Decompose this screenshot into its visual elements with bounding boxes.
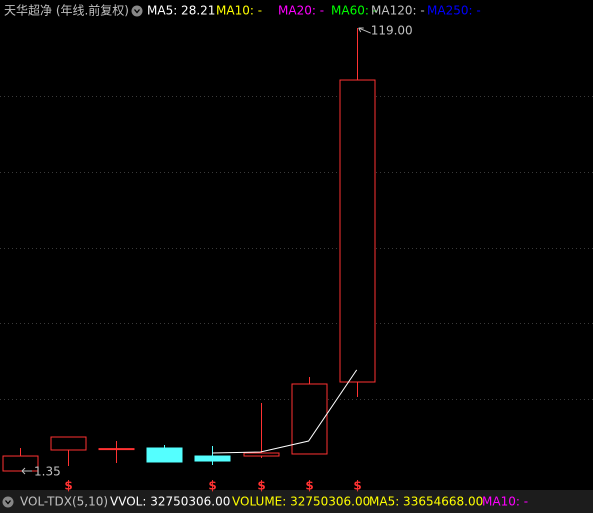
ma5-line	[212, 369, 358, 454]
signal: $	[208, 479, 216, 493]
signal: $	[305, 479, 313, 493]
legend-entry: MA5: 28.21	[147, 4, 215, 18]
legend-entry: MA120: -	[371, 4, 425, 18]
legend-entry: MA60: -	[331, 4, 377, 18]
footer-entry: MA10: -	[482, 495, 528, 509]
legend-entry: MA10: -	[216, 4, 262, 18]
footer-entry: VVOL: 32750306.00	[110, 495, 230, 509]
candle-body	[50, 436, 87, 451]
candle-body	[146, 447, 183, 463]
candle-body	[339, 79, 376, 383]
footer-bar	[0, 490, 593, 513]
annotation-label: 119.00	[371, 24, 413, 38]
candle-body	[194, 455, 231, 462]
legend-entry: MA250: -	[427, 4, 481, 18]
annotation-arrowhead	[21, 467, 26, 475]
signal: $	[64, 479, 72, 493]
chart-title: 天华超净 (年线.前复权)	[4, 3, 129, 18]
annotation-arrow	[358, 27, 371, 34]
footer-toggle[interactable]	[2, 496, 14, 508]
candle-body	[2, 455, 39, 472]
legend-entry: MA20: -	[278, 4, 324, 18]
signal: $	[257, 479, 265, 493]
annotation-arrowhead	[358, 27, 364, 33]
candle-body	[98, 448, 135, 451]
candle-body	[243, 452, 280, 457]
footer-entry: MA5: 33654668.00	[369, 495, 483, 509]
footer-entry: VOLUME: 32750306.00	[232, 495, 370, 509]
candle-body	[291, 383, 328, 455]
annotation-label: 1.35	[34, 465, 61, 479]
header-toggle[interactable]	[131, 5, 143, 17]
signal: $	[353, 479, 361, 493]
footer-entry: VOL-TDX(5,10)	[20, 495, 108, 509]
